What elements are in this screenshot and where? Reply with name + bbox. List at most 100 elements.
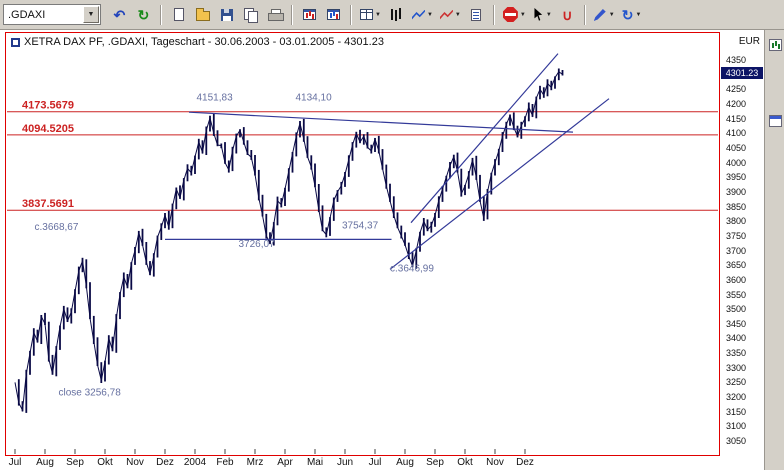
price-annotation: 4134,10	[296, 92, 333, 103]
price-tick-label: 3200	[726, 392, 747, 403]
undo-button[interactable]: ↶	[108, 4, 131, 26]
magnet-icon: ∪	[562, 6, 573, 23]
last-price-badge: 4301.23	[721, 67, 763, 80]
pointer-tool-button[interactable]: ▼	[530, 4, 555, 26]
printer-icon	[267, 8, 284, 21]
month-label: Dez	[516, 457, 534, 468]
refresh-data-button[interactable]: ↻	[132, 4, 155, 26]
pencil-icon	[593, 9, 606, 21]
price-axis[interactable]: EUR 4301.23 4350430042504200415041004050…	[720, 32, 764, 456]
price-tick-label: 4350	[726, 55, 747, 65]
chart-template-2-button[interactable]	[322, 4, 345, 26]
dropdown-arrow-icon: ▼	[608, 11, 615, 18]
dropdown-arrow-icon: ▼	[426, 11, 433, 18]
circular-arrows-icon: ↻	[621, 6, 634, 23]
ascending-channel-upper-line	[410, 53, 559, 224]
month-label: 2004	[183, 457, 207, 468]
refresh-document-icon: ↻	[137, 6, 150, 23]
price-annotation: 3726,07	[239, 239, 276, 250]
month-label: Apr	[277, 457, 293, 468]
price-annotation: 4151,83	[197, 92, 234, 103]
dropdown-arrow-icon: ▼	[454, 11, 461, 18]
chart-canvas[interactable]: 4173.5679 4094.5205 3837.5691 4151,83 4134,1…	[6, 33, 719, 455]
chart-template-button[interactable]	[298, 4, 321, 26]
price-tick-label: 3400	[726, 333, 747, 344]
combo-dropdown-button[interactable]: ▼	[83, 6, 99, 23]
properties-button[interactable]	[465, 4, 488, 26]
month-label: Okt	[457, 457, 473, 468]
properties-sheet-icon	[471, 8, 482, 21]
price-tick-label: 3150	[726, 406, 747, 417]
dropdown-arrow-icon: ▼	[519, 11, 526, 18]
open-folder-icon	[195, 8, 210, 21]
price-line	[14, 70, 563, 413]
price-tick-label: 4050	[726, 142, 747, 153]
open-button[interactable]	[191, 4, 214, 26]
price-tick-label: 4150	[726, 113, 747, 124]
level-label: 4094.5205	[22, 123, 74, 135]
oscillator-button[interactable]: ▼	[437, 4, 464, 26]
chart-window: 4173.5679 4094.5205 3837.5691 4151,83 4134,1…	[5, 32, 720, 456]
chart-window-blue-icon	[327, 9, 340, 20]
side-toolbar	[764, 30, 784, 470]
indicator-zigzag-icon	[411, 9, 425, 20]
month-label: Feb	[216, 457, 234, 468]
month-label: Jun	[336, 457, 354, 468]
price-tick-label: 3750	[726, 230, 747, 241]
price-tick-label: 3250	[726, 377, 747, 388]
month-label: Aug	[36, 457, 54, 468]
print-button[interactable]	[263, 4, 286, 26]
price-annotation: c.3646,99	[390, 264, 434, 275]
price-tick-label: 3850	[726, 201, 747, 212]
new-document-button[interactable]	[167, 4, 190, 26]
dropdown-arrow-icon: ▼	[545, 11, 552, 18]
price-tick-label: 4100	[726, 128, 747, 139]
reload-button[interactable]: ↻ ▼	[619, 4, 645, 26]
chart-window-icon	[11, 37, 20, 47]
chart-title-text: XETRA DAX PF, .GDAXI, Tageschart - 30.06…	[24, 36, 384, 48]
drawing-tools-button[interactable]: ▼	[591, 4, 618, 26]
chevron-down-icon: ▼	[87, 11, 95, 18]
price-tick-label: 3900	[726, 186, 747, 197]
month-label: Mai	[306, 457, 324, 468]
toolbar-separator	[350, 4, 352, 25]
mini-chart-icon	[769, 38, 782, 51]
price-tick-label: 4250	[726, 84, 747, 95]
month-label: Jul	[8, 457, 22, 468]
price-tick-label: 3700	[726, 245, 747, 256]
price-tick-label: 3050	[726, 436, 747, 446]
stop-order-button[interactable]: ▼	[500, 4, 529, 26]
chart-title: XETRA DAX PF, .GDAXI, Tageschart - 30.06…	[11, 36, 384, 48]
month-label: Aug	[396, 457, 414, 468]
magnet-tool-button[interactable]: ∪	[556, 4, 579, 26]
main-toolbar: .GDAXI ▼ ↶ ↻ ▼ ▼ ▼ ▼ ▼ ∪ ▼ ↻ ▼	[0, 0, 784, 30]
side-window-button[interactable]	[767, 112, 784, 129]
price-tick-label: 3550	[726, 289, 747, 300]
price-annotation: c.3668,67	[35, 222, 79, 233]
indicator-button[interactable]: ▼	[409, 4, 436, 26]
symbol-combobox-value: .GDAXI	[8, 8, 46, 21]
cursor-arrow-icon	[534, 8, 543, 21]
symbol-combobox[interactable]: .GDAXI ▼	[3, 4, 101, 25]
descending-resistance-trendline	[188, 111, 574, 133]
dropdown-arrow-icon: ▼	[375, 11, 381, 18]
price-tick-label: 3800	[726, 216, 747, 227]
price-annotation: 3754,37	[342, 221, 379, 232]
price-tick-label: 3450	[726, 318, 747, 329]
candlestick-chart-button[interactable]	[385, 4, 408, 26]
month-label: Sep	[426, 457, 444, 468]
window-layout-button[interactable]: ▼	[357, 4, 384, 26]
save-button[interactable]	[215, 4, 238, 26]
candlestick-bars-icon	[391, 9, 394, 20]
price-tick-label: 3950	[726, 172, 747, 183]
price-tick-label: 3300	[726, 362, 747, 373]
copy-button[interactable]	[239, 4, 262, 26]
level-label: 3837.5691	[22, 198, 74, 210]
toolbar-separator	[583, 4, 586, 25]
side-chart-button[interactable]	[767, 36, 784, 53]
price-tick-label: 4000	[726, 157, 747, 168]
level-label: 4173.5679	[22, 100, 74, 112]
month-label: Mrz	[246, 457, 264, 468]
month-label: Nov	[486, 457, 504, 468]
price-tick-label: 3100	[726, 421, 747, 432]
